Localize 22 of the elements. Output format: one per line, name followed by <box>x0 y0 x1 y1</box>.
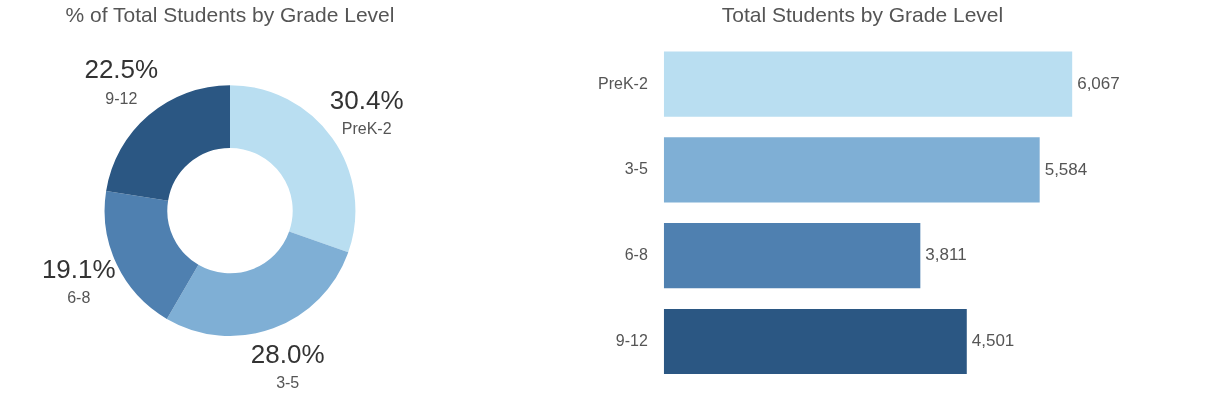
chart-title: Total Students by Grade Level <box>721 3 1004 27</box>
data-label: 6,067 <box>1077 73 1120 93</box>
slice-label: PreK-2 <box>341 120 392 138</box>
data-label: 30.4% <box>329 85 404 116</box>
bar <box>663 308 967 375</box>
bar <box>663 51 1073 117</box>
slice-label: 6-8 <box>67 288 91 306</box>
y-tick-label: 6-8 <box>624 246 648 264</box>
slice-label: 9-12 <box>105 89 138 107</box>
bar <box>663 223 921 289</box>
data-label: 3,811 <box>925 245 967 265</box>
bar <box>663 137 1040 203</box>
data-label: 4,501 <box>971 331 1015 351</box>
y-tick-label: PreK-2 <box>598 74 648 92</box>
data-label: 5,584 <box>1044 159 1088 179</box>
data-label: 28.0% <box>250 338 325 369</box>
data-label: 19.1% <box>41 253 116 284</box>
data-label: 22.5% <box>84 54 159 85</box>
slice-label: 3-5 <box>276 374 300 392</box>
y-tick-label: 3-5 <box>624 160 648 178</box>
y-tick-label: 9-12 <box>615 331 648 349</box>
chart-title: % of Total Students by Grade Level <box>65 3 395 27</box>
